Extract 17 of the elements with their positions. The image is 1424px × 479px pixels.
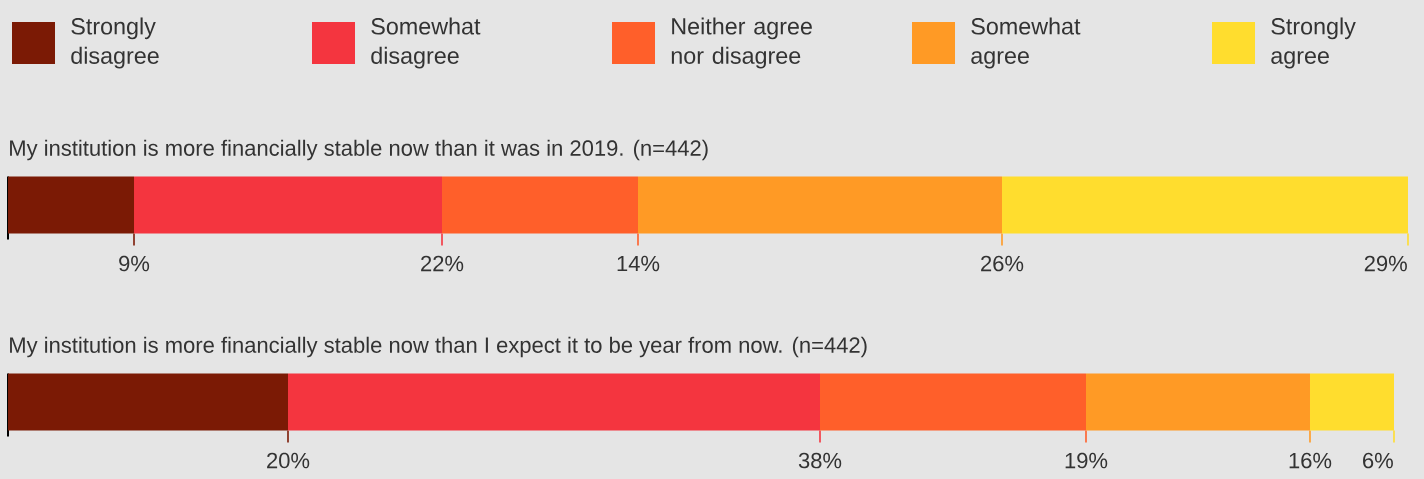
y-tick-label: My institution is more financially stable now than I expect it to be year from now. (n=442) [10,336,867,358]
data-label: 14% [617,255,660,272]
data-label: 16% [1289,452,1332,469]
legend-label: Strongly agree [1271,17,1356,69]
legend-label: Neither agree nor disagree [671,17,812,69]
data-label: 38% [798,452,842,469]
legend-label: Somewhat agree [971,17,1081,69]
data-label: 29% [1364,255,1407,272]
data-label: 19% [1065,452,1108,469]
data-label: 20% [267,452,310,469]
legend-label: Strongly disagree [71,17,159,69]
data-label: 26% [981,255,1024,272]
y-tick-label: My institution is more financially stable now than it was in 2019. (n=442) [10,139,708,161]
legend-label: Somewhat disagree [371,17,481,69]
data-label: 22% [421,255,464,272]
data-label: 6% [1363,452,1393,469]
data-label: 9% [119,255,150,272]
